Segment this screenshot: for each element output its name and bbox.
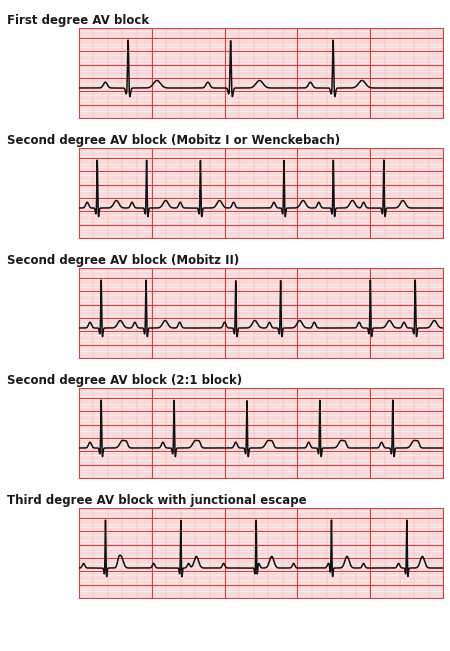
Text: Second degree AV block (Mobitz II): Second degree AV block (Mobitz II) [7,254,239,267]
Text: Second degree AV block (Mobitz I or Wenckebach): Second degree AV block (Mobitz I or Wenc… [7,134,340,147]
Text: Third degree AV block with junctional escape: Third degree AV block with junctional es… [7,494,306,507]
Text: Second degree AV block (2:1 block): Second degree AV block (2:1 block) [7,374,242,387]
Text: First degree AV block: First degree AV block [7,14,149,27]
